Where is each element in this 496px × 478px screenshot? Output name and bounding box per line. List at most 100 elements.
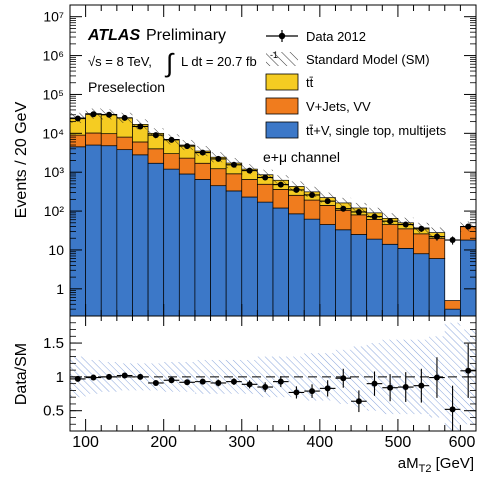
ratio-point: [101, 373, 117, 380]
data-point-marker: [355, 208, 362, 215]
bar-0-bin-6: [163, 168, 180, 316]
preliminary-label: Preliminary: [146, 27, 226, 44]
legend-label-data: Data 2012: [306, 29, 366, 44]
ratio-point: [444, 385, 461, 431]
sm-band-bin-19: [366, 207, 383, 218]
sm-band-bin-15: [304, 186, 320, 197]
bar-1-bin-20: [381, 224, 399, 245]
ratio-point-marker: [433, 374, 440, 381]
y-tick-label: 1: [56, 281, 64, 297]
ylabel-main: Events / 20 GeV: [13, 101, 30, 218]
ratio-point-marker: [246, 381, 253, 388]
data-point-marker: [184, 143, 191, 150]
ratio-point-marker: [340, 375, 347, 382]
y-tick-label: 10⁷: [43, 9, 64, 25]
bar-1-bin-11: [241, 179, 258, 198]
legend-entry-data: Data 2012: [266, 29, 366, 44]
lumi-label: L dt = 20.7 fb: [181, 54, 257, 69]
data-point-marker: [74, 115, 81, 122]
data-point: [226, 161, 242, 168]
data-point: [444, 236, 461, 245]
data-point-marker: [324, 198, 331, 205]
data-point: [179, 143, 195, 150]
bar-0-bin-23: [428, 258, 446, 316]
legend-entry-ttbar: tt̄: [265, 73, 314, 91]
ratio-point: [132, 373, 149, 380]
ratio-point: [241, 380, 258, 389]
data-point-marker: [168, 136, 175, 143]
data-point: [288, 186, 305, 193]
data-point: [319, 198, 336, 205]
x-tick-label: 200: [150, 434, 177, 451]
ratio-band-bin-10: [226, 359, 242, 394]
data-point: [273, 181, 289, 188]
x-tick-label: 300: [228, 434, 255, 451]
y-tick-label: 10⁶: [43, 48, 64, 64]
data-point-marker: [433, 233, 440, 240]
ratio-axes: 0.5 1 1.5 100 200 300 400 500 600: [43, 315, 477, 451]
bar-0-bin-12: [257, 201, 274, 316]
bar-0-bin-13: [272, 207, 289, 316]
bar-0-bin-15: [303, 218, 321, 316]
ratio-point: [304, 384, 320, 398]
bar-1-bin-18: [350, 214, 368, 235]
ratio-point: [116, 372, 133, 379]
ratio-point-marker: [106, 373, 113, 380]
ratio-point-marker: [371, 380, 378, 387]
ratio-point: [319, 380, 336, 397]
bar-0-bin-1: [85, 144, 102, 316]
bar-0-bin-10: [225, 190, 243, 316]
ratio-point: [335, 368, 352, 388]
ratio-point: [429, 357, 445, 398]
ratio-point: [226, 378, 242, 385]
bar-0-bin-9: [210, 185, 227, 316]
ratio-point-marker: [137, 373, 144, 380]
ratio-point-marker: [324, 385, 331, 392]
bar-1-bin-7: [178, 157, 196, 175]
bar-1-bin-10: [225, 173, 243, 192]
ratio-point-marker: [402, 384, 409, 391]
bar-1-bin-14: [288, 194, 305, 215]
bar-1-bin-23: [428, 237, 446, 259]
sm-band-bin-23: [429, 227, 445, 238]
data-point: [132, 123, 149, 130]
data-point-marker: [371, 213, 378, 220]
data-point-marker: [230, 161, 237, 168]
bar-0-bin-18: [350, 234, 368, 316]
ratio-point: [366, 371, 383, 396]
main-plot-panel: 1 10 10² 10³ 10⁴ 10⁵ 10⁶ 10⁷ Events / 20 GeV AT…: [13, 4, 477, 317]
data-point-marker: [106, 111, 113, 118]
data-point: [413, 225, 430, 232]
bar-1-bin-24: [444, 300, 461, 310]
ratio-point-marker: [168, 377, 175, 384]
xlabel: aMT2 [GeV]: [398, 455, 474, 475]
data-point-marker: [152, 132, 159, 139]
ratio-point: [85, 374, 102, 381]
x-tick-label: 500: [385, 434, 412, 451]
bar-1-bin-2: [100, 133, 118, 147]
legend-label-vjets: V+Jets, VV: [306, 99, 371, 114]
data-point-marker: [402, 221, 409, 228]
main-axes: 1 10 10² 10³ 10⁴ 10⁵ 10⁶ 10⁷: [42, 4, 477, 317]
sm-band-bin-14: [288, 181, 305, 192]
ratio-point: [413, 368, 430, 403]
bar-0-bin-5: [147, 162, 165, 316]
bar-1-bin-15: [303, 199, 321, 220]
ratio-point-marker: [199, 378, 206, 385]
data-point-marker: [137, 123, 144, 130]
ratio-point-marker: [387, 384, 394, 391]
data-point-marker: [246, 167, 253, 174]
ratio-point: [70, 375, 86, 382]
y-tick-label: 10³: [44, 164, 65, 180]
bar-0-bin-4: [132, 154, 149, 316]
ratio-point-marker: [74, 375, 81, 382]
bar-1-bin-19: [366, 219, 383, 240]
ratio-points: [70, 343, 476, 431]
bar-1-bin-12: [257, 183, 274, 203]
data-point: [397, 221, 414, 228]
sm-band-bin-13: [273, 175, 289, 186]
ratio-point: [257, 382, 273, 392]
ratio-point: [148, 379, 164, 386]
ratio-point-marker: [152, 379, 159, 386]
data-point-marker: [199, 149, 206, 156]
